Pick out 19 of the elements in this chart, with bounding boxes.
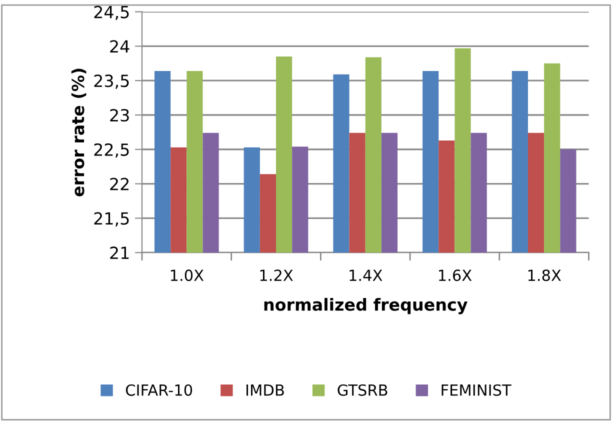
y-axis-title: error rate (%) (71, 68, 86, 196)
y-tick-label: 21 (110, 246, 129, 259)
legend-label: IMDB (246, 384, 284, 396)
x-axis-title: normalized frequency (264, 298, 468, 314)
legend-label: CIFAR-10 (126, 384, 192, 396)
y-tick-label: 23 (110, 108, 129, 122)
y-tick-label: 23,5 (94, 74, 129, 89)
x-tick-label: 1.8X (528, 270, 561, 282)
y-tick-label: 21,5 (94, 212, 129, 226)
x-tick-label: 1.0X (170, 270, 204, 282)
legend-label: GTSRB (338, 384, 388, 396)
legend-label: FEMINIST (442, 384, 512, 396)
x-tick-label: 1.4X (350, 270, 382, 281)
y-tick-label: 22,5 (94, 143, 129, 158)
y-tick-label: 24 (110, 40, 130, 53)
y-tick-label: 24,5 (94, 6, 129, 20)
y-tick-label: 22 (110, 178, 129, 190)
x-tick-label: 1.6X (439, 270, 472, 282)
x-tick-label: 1.2X (260, 270, 293, 281)
